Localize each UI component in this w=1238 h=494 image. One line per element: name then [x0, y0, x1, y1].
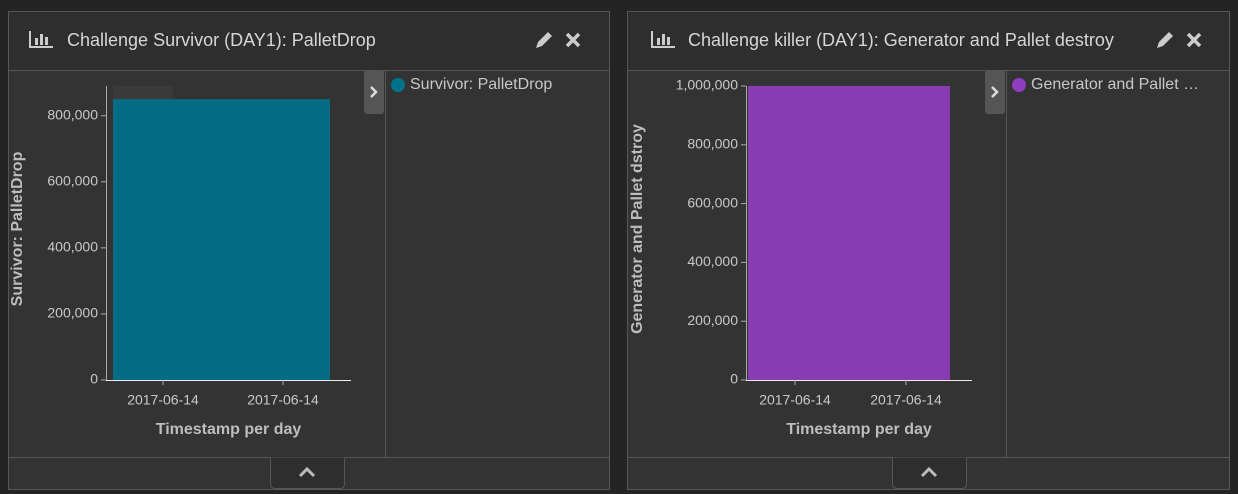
legend-swatch: [1012, 78, 1026, 92]
collapse-tab[interactable]: [270, 457, 345, 489]
edit-icon[interactable]: [536, 32, 552, 48]
x-axis-title: Timestamp per day: [786, 421, 932, 438]
y-tick-label: 400,000: [687, 253, 738, 269]
y-axis-title: Generator and Pallet dstroy: [629, 124, 646, 334]
x-tick-label: 2017-06-14: [247, 392, 319, 408]
y-tick-label: 800,000: [47, 106, 98, 122]
bar: [748, 86, 950, 380]
panel-title: Challenge killer (DAY1): Generator and P…: [688, 30, 1114, 50]
y-tick-label: 0: [90, 371, 98, 387]
collapse-tab[interactable]: [892, 457, 967, 489]
x-tick-label: 2017-06-14: [127, 392, 199, 408]
close-icon[interactable]: [1186, 32, 1202, 48]
y-axis-title: Survivor: PalletDrop: [9, 151, 26, 306]
y-tick-label: 0: [730, 371, 738, 387]
y-tick-label: 400,000: [47, 239, 98, 255]
y-tick-label: 1,000,000: [676, 77, 738, 93]
panel-title: Challenge Survivor (DAY1): PalletDrop: [67, 30, 376, 50]
legend-entry: Generator and Pallet …: [1031, 76, 1199, 93]
legend-toggle[interactable]: [364, 70, 384, 114]
y-tick-label: 200,000: [47, 305, 98, 321]
legend-swatch: [391, 78, 405, 92]
panel-frame: [8, 11, 610, 490]
close-icon[interactable]: [565, 32, 581, 48]
y-tick-label: 200,000: [687, 312, 738, 328]
x-tick-label: 2017-06-14: [870, 392, 942, 408]
legend-toggle[interactable]: [985, 70, 1005, 114]
y-tick-label: 800,000: [687, 136, 738, 152]
x-tick-label: 2017-06-14: [759, 392, 831, 408]
y-tick-label: 600,000: [47, 173, 98, 189]
chart-icon: [29, 31, 53, 48]
y-tick-label: 600,000: [687, 194, 738, 210]
legend-entry: Survivor: PalletDrop: [410, 76, 552, 93]
edit-icon[interactable]: [1157, 32, 1173, 48]
bar: [113, 99, 330, 380]
chart-icon: [651, 31, 675, 48]
x-axis-title: Timestamp per day: [156, 421, 302, 438]
